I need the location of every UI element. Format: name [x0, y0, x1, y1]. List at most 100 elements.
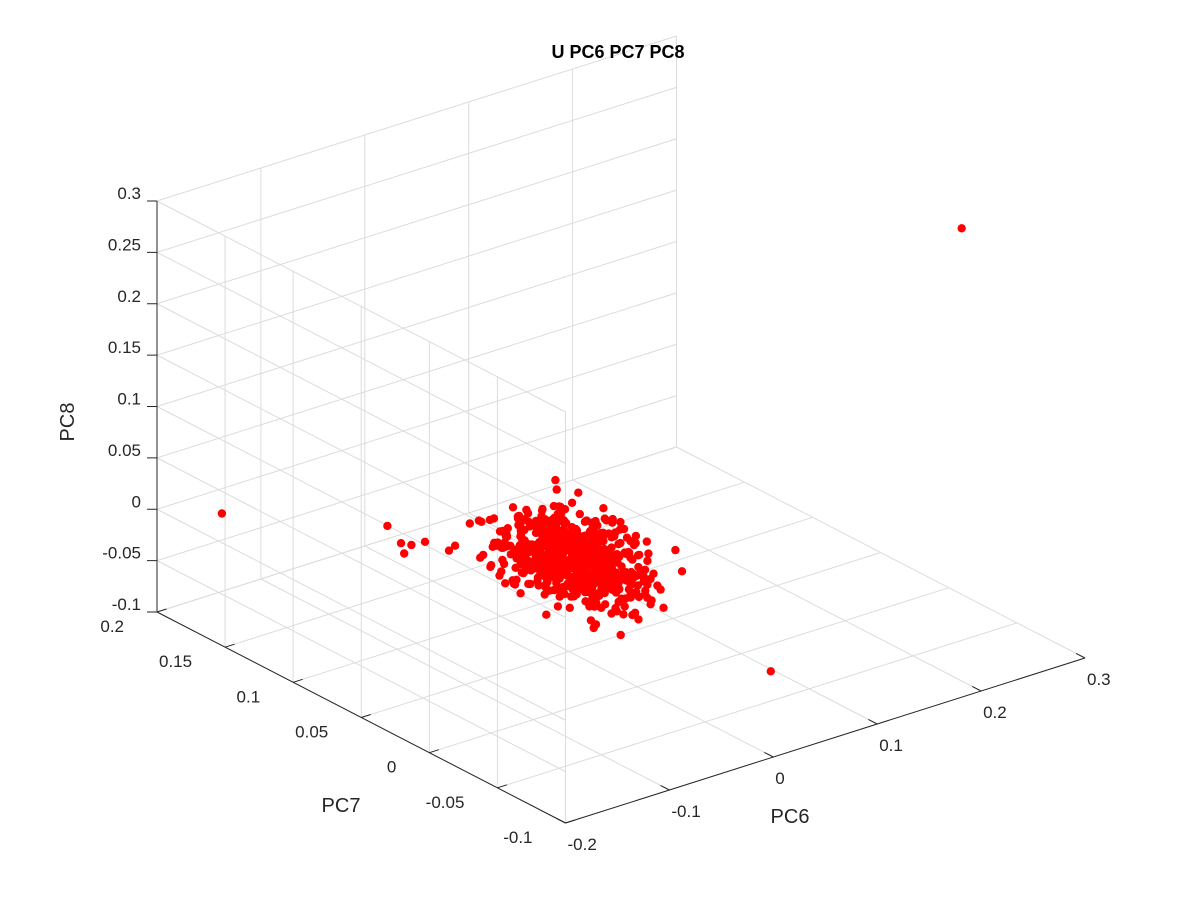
- data-point: [600, 561, 609, 570]
- data-point: [594, 591, 604, 601]
- tick-labels: -0.2 -0.1 0 0.1 0.2 0.3 -0.1 -0.05 0 0.05 0.1 0.15 0…: [100, 184, 1110, 854]
- y-tick-label: -0.05: [426, 793, 465, 812]
- data-point: [569, 592, 579, 601]
- x-tick-label: 0: [775, 769, 784, 788]
- data-point: [635, 550, 644, 560]
- data-point: [497, 567, 506, 576]
- data-point: [537, 511, 546, 521]
- data-point: [585, 602, 594, 611]
- grid-line: [156, 560, 566, 773]
- data-point: [585, 545, 594, 554]
- x-tick-label: 0.2: [983, 703, 1007, 722]
- data-point: [516, 519, 525, 529]
- data-point: [640, 590, 650, 599]
- data-point: [647, 596, 656, 605]
- data-point: [450, 541, 460, 550]
- data-point: [571, 540, 580, 549]
- grid-line: [293, 516, 813, 683]
- data-point: [500, 528, 509, 537]
- data-point: [642, 537, 651, 546]
- data-point: [620, 602, 629, 611]
- grid-line: [156, 343, 677, 510]
- data-point: [677, 567, 687, 576]
- x-axis-line: [565, 657, 1086, 824]
- data-point: [516, 528, 526, 537]
- data-point: [615, 584, 624, 594]
- data-point: [580, 517, 590, 526]
- z-tick-label: 0.2: [117, 287, 141, 306]
- x-tick-mark: [1075, 652, 1086, 659]
- z-tick-label: 0.15: [108, 338, 141, 357]
- x-tick-mark: [660, 784, 670, 791]
- y-tick-mark: [156, 608, 167, 613]
- data-point: [516, 589, 525, 598]
- axis-layer: [147, 200, 1086, 824]
- grid-line: [156, 457, 566, 670]
- z-tick-label: -0.05: [102, 544, 141, 563]
- data-point: [553, 602, 563, 611]
- data-point: [513, 512, 523, 521]
- chart-title: U PC6 PC7 PC8: [551, 42, 684, 62]
- grid-line: [156, 35, 677, 202]
- x-tick-label: 0.1: [879, 736, 903, 755]
- x-tick-mark: [764, 751, 774, 758]
- data-point: [526, 579, 535, 589]
- x-tick-label: 0.3: [1087, 670, 1111, 689]
- data-point: [407, 540, 416, 550]
- data-point: [551, 544, 560, 553]
- data-point: [534, 581, 543, 590]
- grid-layer: [156, 35, 1086, 824]
- data-point: [567, 498, 577, 507]
- data-point: [616, 517, 625, 527]
- z-tick-label: 0: [132, 492, 141, 511]
- data-point: [552, 485, 561, 494]
- data-point: [592, 549, 601, 559]
- data-point: [671, 545, 680, 555]
- data-point: [561, 518, 571, 528]
- data-point: [550, 528, 559, 537]
- data-point: [592, 598, 601, 607]
- data-point: [542, 550, 551, 559]
- data-point: [533, 573, 543, 582]
- data-point: [587, 518, 596, 527]
- grid-line: [156, 395, 677, 562]
- data-point: [551, 570, 560, 580]
- data-point: [619, 610, 628, 619]
- data-point: [619, 572, 628, 581]
- data-point: [508, 503, 518, 512]
- data-point: [420, 537, 430, 546]
- data-point: [644, 549, 653, 558]
- data-point: [474, 516, 484, 525]
- data-point: [588, 580, 597, 589]
- data-point: [531, 528, 541, 538]
- y-tick-label: 0.2: [100, 617, 124, 636]
- data-point: [616, 630, 625, 640]
- y-tick-label: -0.1: [503, 828, 532, 847]
- data-point: [444, 546, 454, 555]
- y-tick-label: 0: [387, 758, 396, 777]
- data-point: [553, 509, 562, 519]
- data-point: [578, 547, 587, 557]
- z-axis-label: PC8: [57, 403, 79, 442]
- data-point: [545, 586, 554, 595]
- data-point: [567, 523, 577, 532]
- data-point: [501, 579, 510, 588]
- data-point: [569, 562, 579, 571]
- data-point: [498, 555, 507, 565]
- data-point: [613, 558, 622, 567]
- data-point: [608, 514, 617, 524]
- data-point: [517, 568, 526, 577]
- x-tick-label: -0.1: [671, 802, 700, 821]
- grid-line: [156, 241, 677, 407]
- data-point: [533, 517, 542, 526]
- data-point: [659, 603, 668, 612]
- data-point: [593, 573, 602, 583]
- data-point: [611, 528, 620, 537]
- data-point: [766, 667, 775, 676]
- y-tick-mark: [293, 678, 303, 683]
- data-point: [571, 533, 580, 542]
- data-point: [465, 519, 474, 528]
- data-point: [400, 549, 409, 558]
- data-point: [607, 609, 616, 618]
- data-point: [631, 531, 641, 541]
